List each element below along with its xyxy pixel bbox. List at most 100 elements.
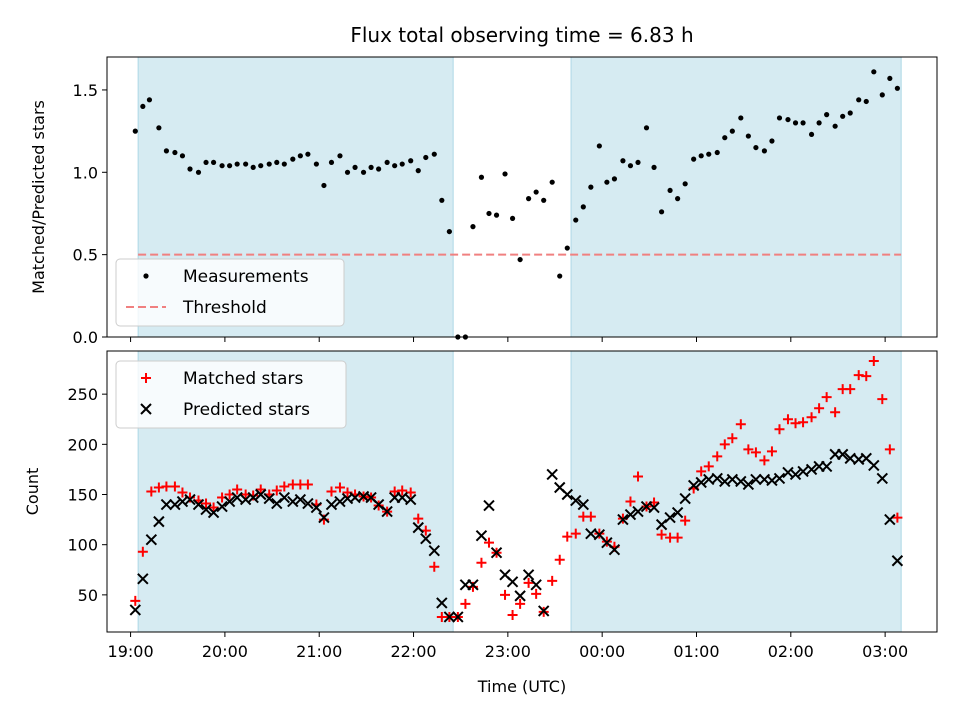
data-point-matched <box>334 482 345 493</box>
data-point-matched <box>326 486 337 497</box>
data-point-predicted <box>223 495 236 508</box>
data-point-matched <box>656 529 667 540</box>
data-point <box>651 164 657 170</box>
data-point-predicted <box>868 459 880 472</box>
data-point <box>761 148 767 154</box>
data-point-predicted <box>436 597 448 609</box>
data-point-matched <box>743 444 754 455</box>
legend-box <box>115 360 347 429</box>
data-point <box>399 161 405 167</box>
data-point <box>729 128 735 134</box>
data-point-matched <box>585 511 596 522</box>
data-point <box>643 125 650 131</box>
data-point <box>163 148 170 154</box>
data-point-predicted <box>160 498 173 511</box>
data-point-matched <box>255 484 266 495</box>
legend-marker-measurements <box>143 273 149 279</box>
data-point <box>509 215 516 222</box>
data-point-matched <box>523 577 534 588</box>
data-point-predicted <box>679 492 691 505</box>
data-point <box>352 164 358 170</box>
data-point-matched <box>712 451 723 462</box>
data-point <box>392 163 398 169</box>
data-point <box>502 171 508 177</box>
data-point <box>132 128 138 134</box>
data-point-matched <box>750 447 761 458</box>
data-point-predicted <box>797 465 809 478</box>
data-point-predicted <box>216 500 228 513</box>
data-point <box>667 187 673 194</box>
data-point-matched <box>853 370 864 381</box>
data-point-matched <box>672 532 683 543</box>
data-point-matched <box>507 609 518 620</box>
data-point-matched <box>821 392 832 403</box>
data-point-predicted <box>655 518 668 531</box>
data-point <box>486 210 492 217</box>
data-point-predicted <box>891 555 904 567</box>
y-axis-title-top: Matched/Predicted stars <box>29 100 48 294</box>
y-tick-label: 1.0 <box>73 163 98 182</box>
data-point-matched <box>861 371 872 382</box>
legend-label: Predicted stars <box>183 400 310 420</box>
data-point <box>305 151 311 157</box>
data-point-predicted <box>137 573 149 585</box>
data-point <box>172 149 178 156</box>
data-point <box>408 158 414 164</box>
data-point-matched <box>177 487 188 498</box>
data-point <box>832 123 838 129</box>
data-point <box>376 166 382 172</box>
data-point-matched <box>547 575 558 586</box>
data-point <box>470 224 476 230</box>
data-point-matched <box>500 589 511 600</box>
ratio-panel: 0.0 0.5 1.0 1.5 Matched/Predicted stars Measu… <box>29 56 938 347</box>
data-point <box>792 120 799 126</box>
data-point <box>847 110 853 116</box>
data-point <box>604 179 610 185</box>
data-point-predicted <box>467 579 479 591</box>
data-point <box>360 169 367 175</box>
data-point-predicted <box>632 505 644 518</box>
data-point-matched <box>161 481 172 492</box>
y-tick-label: 0.0 <box>73 328 98 347</box>
count-panel: 50 100 150 200 250 19:00 20:00 21:00 22:00 23:00 0… <box>23 350 938 661</box>
data-point-matched <box>774 424 785 435</box>
legend-marker-matched <box>141 373 151 383</box>
data-point-matched <box>735 419 746 430</box>
data-point-matched <box>790 418 801 429</box>
y-tick-label: 50 <box>78 586 98 605</box>
data-point <box>894 85 900 91</box>
axes-frame-top <box>106 56 938 338</box>
data-point <box>446 228 452 235</box>
data-point <box>517 256 523 263</box>
data-point <box>856 97 862 103</box>
data-point <box>698 153 704 159</box>
data-point-matched <box>460 598 471 609</box>
data-point-matched <box>429 561 440 572</box>
data-point-matched <box>562 531 573 542</box>
legend-box <box>115 258 345 327</box>
data-point <box>478 174 485 180</box>
data-point-predicted <box>145 533 158 546</box>
data-point-predicted <box>200 503 212 516</box>
data-point-predicted <box>836 448 849 461</box>
data-point-matched <box>413 513 424 524</box>
data-point-matched <box>633 471 644 482</box>
data-point-predicted <box>294 493 307 506</box>
data-point-matched <box>397 485 408 496</box>
legend-label: Matched stars <box>183 369 303 389</box>
data-point-matched <box>137 546 148 557</box>
data-point <box>627 163 634 169</box>
legend-marker-predicted <box>140 403 152 415</box>
data-point-predicted <box>695 476 707 489</box>
y-tick-label: 0.5 <box>73 246 98 265</box>
data-point <box>258 163 264 169</box>
data-point-matched <box>845 384 856 395</box>
data-point-matched <box>554 554 565 565</box>
data-point <box>266 161 272 167</box>
data-point-matched <box>531 588 542 599</box>
data-point-predicted <box>561 488 573 501</box>
data-point-predicted <box>396 491 408 504</box>
data-point-predicted <box>687 479 700 492</box>
data-point <box>541 197 547 203</box>
